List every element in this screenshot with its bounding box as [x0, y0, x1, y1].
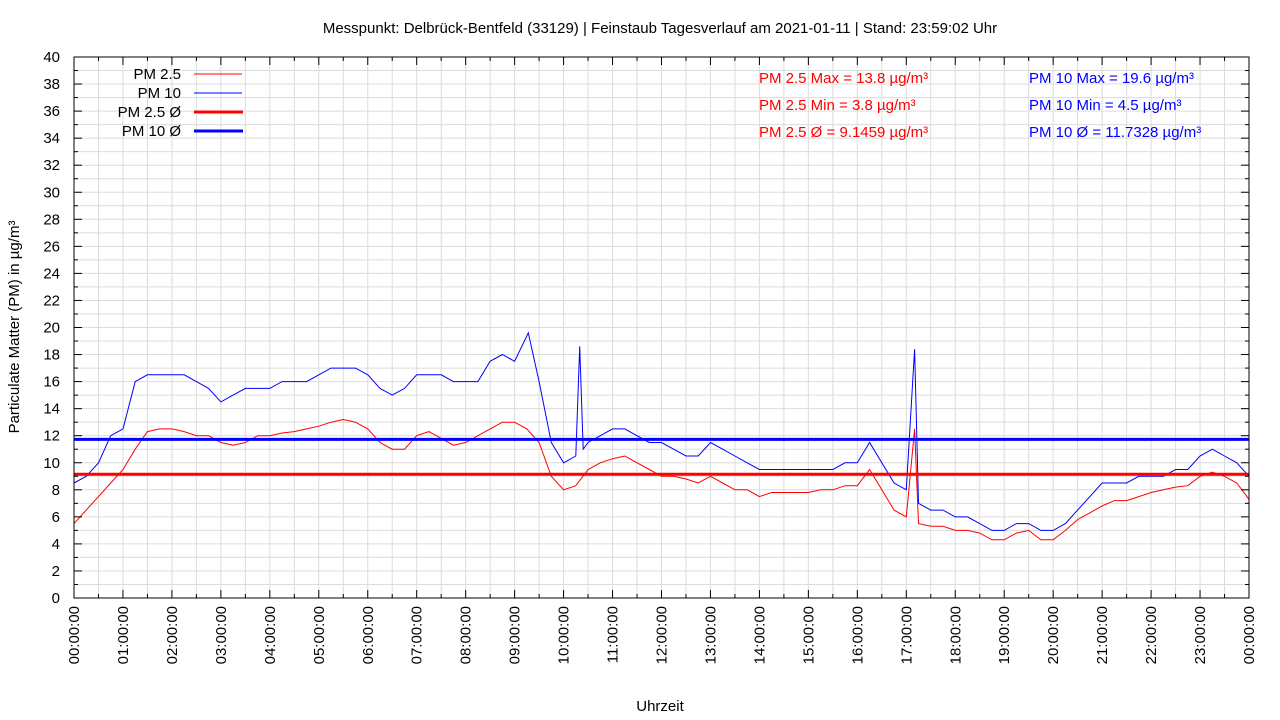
legend-label-pm25: PM 2.5: [133, 66, 181, 83]
y-tick-label: 10: [43, 455, 60, 472]
x-tick-label: 13:00:00: [702, 606, 719, 664]
y-tick-label: 0: [52, 590, 60, 607]
y-tick-label: 40: [43, 49, 60, 66]
legend-label-pm10-avg: PM 10 Ø: [122, 123, 182, 140]
x-tick-label: 17:00:00: [898, 606, 915, 664]
pm25-avg-label: PM 2.5 Ø = 9.1459 µg/m³: [759, 124, 928, 141]
grid: [73, 56, 1250, 599]
x-tick-label: 23:00:00: [1192, 606, 1209, 664]
x-tick-label: 06:00:00: [360, 606, 377, 664]
y-axis-label: Particulate Matter (PM) in µg/m³: [6, 221, 23, 434]
y-tick-label: 32: [43, 157, 60, 174]
series-line-pm25: [73, 418, 1250, 541]
x-tick-label: 09:00:00: [507, 606, 524, 664]
y-tick-label: 4: [52, 536, 60, 553]
y-tick-label: 36: [43, 103, 60, 120]
y-tick-label: 8: [52, 482, 60, 499]
x-tick-label: 10:00:00: [556, 606, 573, 664]
x-tick-label: 20:00:00: [1045, 606, 1062, 664]
y-tick-label: 12: [43, 428, 60, 445]
y-tick-label: 34: [43, 130, 60, 147]
x-tick-label: 21:00:00: [1094, 606, 1111, 664]
x-tick-label: 18:00:00: [947, 606, 964, 664]
pm10-avg-label: PM 10 Ø = 11.7328 µg/m³: [1029, 124, 1201, 141]
x-tick-label: 07:00:00: [409, 606, 426, 664]
x-tick-label: 03:00:00: [213, 606, 230, 664]
legend-label-pm25-avg: PM 2.5 Ø: [118, 104, 182, 121]
y-tick-label: 14: [43, 401, 60, 418]
x-tick-label: 15:00:00: [800, 606, 817, 664]
x-axis-label: Uhrzeit: [636, 698, 684, 715]
y-tick-label: 28: [43, 211, 60, 228]
x-tick-label: 00:00:00: [66, 606, 83, 664]
x-tick-label: 19:00:00: [996, 606, 1013, 664]
x-tick-label: 05:00:00: [311, 606, 328, 664]
x-tick-label: 01:00:00: [115, 606, 132, 664]
x-tick-label: 04:00:00: [262, 606, 279, 664]
y-tick-label: 24: [43, 265, 60, 282]
x-tick-label: 02:00:00: [164, 606, 181, 664]
x-tick-label: 12:00:00: [654, 606, 671, 664]
pm25-min-label: PM 2.5 Min = 3.8 µg/m³: [759, 97, 916, 114]
y-tick-label: 22: [43, 292, 60, 309]
chart-title: Messpunkt: Delbrück-Bentfeld (33129) | F…: [323, 20, 997, 37]
pm10-max-label: PM 10 Max = 19.6 µg/m³: [1029, 70, 1194, 87]
pm10-min-label: PM 10 Min = 4.5 µg/m³: [1029, 97, 1181, 114]
y-tick-label: 38: [43, 76, 60, 93]
y-tick-label: 18: [43, 347, 60, 364]
y-tick-label: 2: [52, 563, 60, 580]
pm25-max-label: PM 2.5 Max = 13.8 µg/m³: [759, 70, 928, 87]
series-layer: [73, 331, 1250, 541]
x-tick-label: 11:00:00: [605, 606, 622, 663]
ticks: 024681012141618202224262830323436384000:…: [43, 49, 1258, 664]
x-tick-label: 14:00:00: [751, 606, 768, 664]
x-tick-label: 00:00:00: [1241, 606, 1258, 664]
x-tick-label: 08:00:00: [458, 606, 475, 664]
x-tick-label: 16:00:00: [849, 606, 866, 664]
y-tick-label: 16: [43, 374, 60, 391]
y-tick-label: 6: [52, 509, 60, 526]
series-line-pm10: [73, 331, 1250, 531]
y-tick-label: 30: [43, 184, 60, 201]
y-tick-label: 20: [43, 320, 60, 337]
x-tick-label: 22:00:00: [1143, 606, 1160, 664]
legend: PM 2.5 PM 10 PM 2.5 Ø PM 10 Ø: [118, 66, 243, 140]
legend-label-pm10: PM 10: [138, 85, 181, 102]
stats-annotations: PM 2.5 Max = 13.8 µg/m³ PM 2.5 Min = 3.8…: [759, 70, 1201, 141]
y-tick-label: 26: [43, 238, 60, 255]
